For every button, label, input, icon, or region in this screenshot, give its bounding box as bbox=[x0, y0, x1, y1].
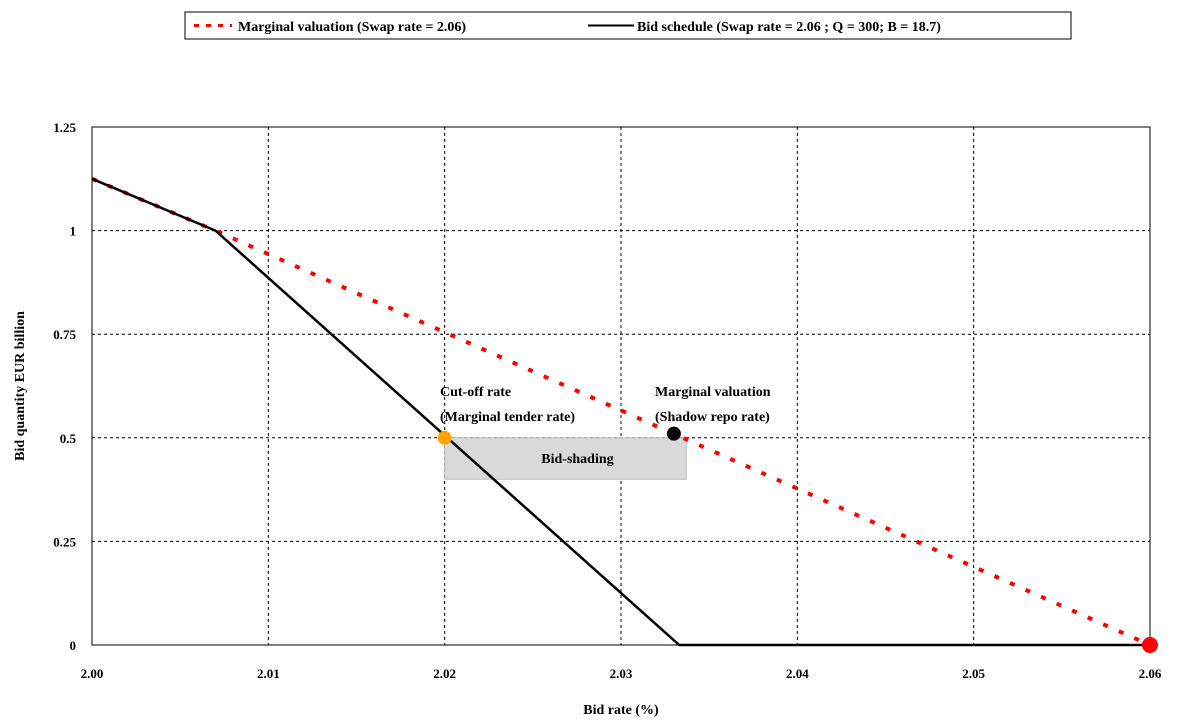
x-tick-label: 2.02 bbox=[433, 666, 456, 681]
bid-shading-region: Bid-shading bbox=[444, 437, 687, 480]
x-axis-label: Bid rate (%) bbox=[583, 703, 659, 718]
marginal-valuation-marker bbox=[666, 426, 681, 441]
y-tick-label: 0.25 bbox=[53, 534, 76, 549]
marker-group bbox=[437, 426, 1158, 653]
plot-frame bbox=[91, 126, 1151, 646]
x-tick-label: 2.01 bbox=[257, 666, 280, 681]
x-tick-labels: 2.00 2.01 2.02 2.03 2.04 2.05 2.06 bbox=[81, 666, 1162, 681]
cut-off-marker bbox=[437, 430, 452, 445]
y-axis-label: Bid quantity EUR billion bbox=[13, 311, 28, 461]
annotation-line: Cut-off rate bbox=[440, 385, 511, 400]
annotation-line: (Shadow repo rate) bbox=[655, 410, 770, 425]
y-tick-label: 0.5 bbox=[60, 431, 77, 446]
grid bbox=[92, 127, 1150, 645]
legend-label-bid-schedule: Bid schedule (Swap rate = 2.06 ; Q = 300… bbox=[637, 20, 941, 35]
x-tick-label: 2.05 bbox=[962, 666, 985, 681]
x-tick-label: 2.03 bbox=[610, 666, 633, 681]
bid-shading-label: Bid-shading bbox=[541, 452, 613, 467]
annotation-group: Cut-off rate (Marginal tender rate) Margin… bbox=[440, 385, 771, 425]
legend-label-marginal-valuation: Marginal valuation (Swap rate = 2.06) bbox=[238, 20, 466, 35]
y-tick-label: 0.75 bbox=[53, 327, 76, 342]
annotation-line: Marginal valuation bbox=[655, 385, 771, 400]
swap-rate-marker bbox=[1142, 637, 1158, 653]
y-tick-label: 0 bbox=[70, 638, 77, 653]
legend: Marginal valuation (Swap rate = 2.06) Bid… bbox=[184, 11, 1072, 40]
x-tick-label: 2.04 bbox=[786, 666, 809, 681]
x-tick-label: 2.00 bbox=[81, 666, 104, 681]
x-tick-label: 2.06 bbox=[1139, 666, 1162, 681]
y-tick-label: 1.25 bbox=[53, 120, 76, 135]
y-tick-labels: 0 0.25 0.5 0.75 1 1.25 bbox=[53, 120, 76, 653]
y-tick-label: 1 bbox=[70, 224, 77, 239]
annotation-line: (Marginal tender rate) bbox=[440, 410, 575, 425]
